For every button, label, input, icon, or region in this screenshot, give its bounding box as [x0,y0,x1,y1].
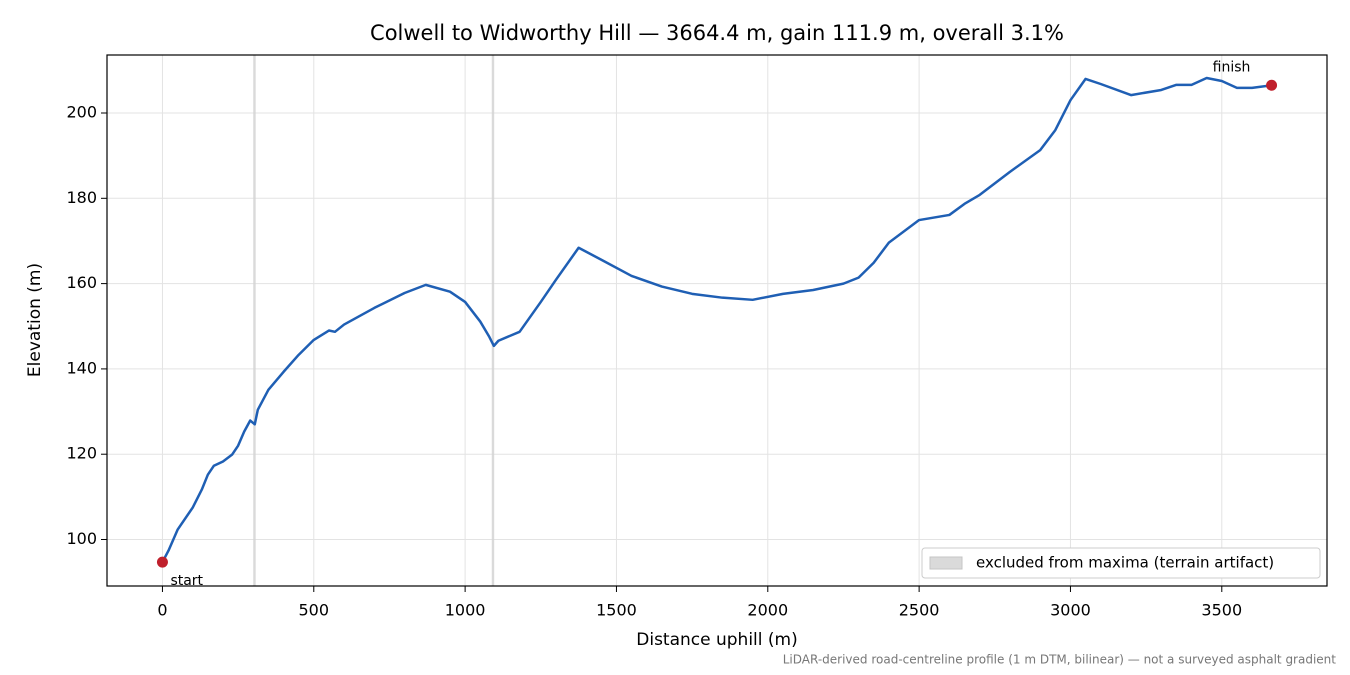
profile-line [161,76,1272,563]
y-axis-label: Elevation (m) [25,263,45,377]
y-tick-label: 120 [66,444,97,463]
x-tick-label: 2500 [899,601,940,620]
endpoint-marker [156,556,168,568]
x-tick-label: 0 [157,601,167,620]
excluded-band [491,55,495,586]
footnote: LiDAR-derived road-centreline profile (1… [783,653,1337,667]
x-tick-label: 500 [299,601,330,620]
x-tick-label: 1500 [596,601,637,620]
endpoint-label: start [170,573,203,589]
endpoint-label: finish [1213,59,1251,75]
chart-title: Colwell to Widworthy Hill — 3664.4 m, ga… [370,21,1064,45]
excluded-band [253,55,256,586]
y-tick-label: 100 [66,529,97,548]
x-tick-label: 2000 [747,601,788,620]
x-tick-label: 3500 [1201,601,1242,620]
y-tick-label: 180 [66,188,97,207]
y-tick-label: 140 [66,358,97,377]
x-tick-label: 1000 [445,601,486,620]
legend-box [921,547,1321,579]
x-tick-label: 3000 [1050,601,1091,620]
legend-swatch [929,556,963,570]
endpoint-marker [1266,79,1278,91]
x-axis-label: Distance uphill (m) [636,630,797,650]
plot-frame [106,54,1328,587]
y-tick-label: 200 [66,103,97,122]
legend-label: excluded from maxima (terrain artifact) [976,554,1274,572]
y-tick-label: 160 [66,273,97,292]
